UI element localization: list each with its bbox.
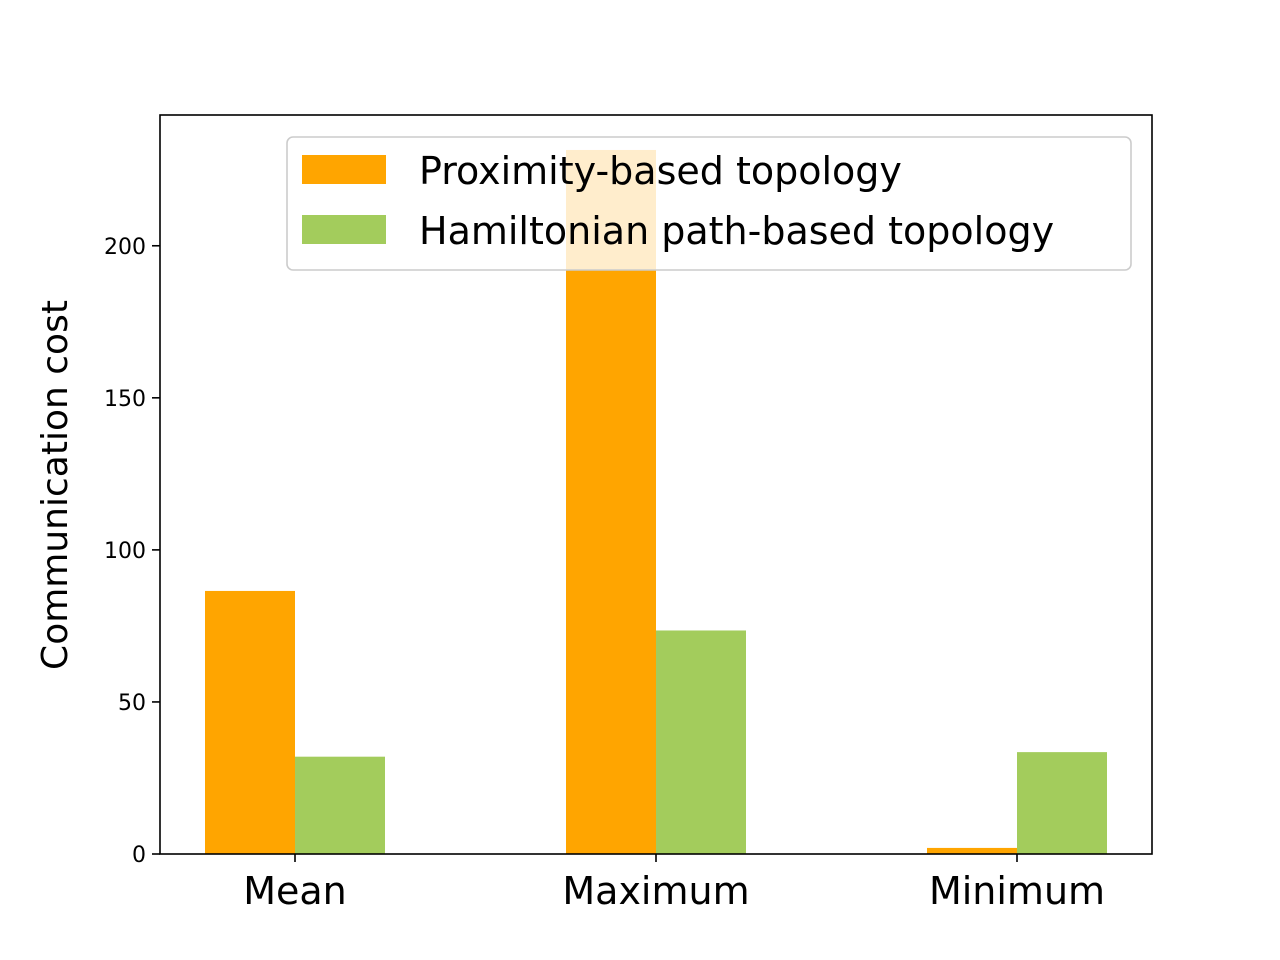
y-tick-label: 150 xyxy=(104,387,146,412)
x-tick-label-minimum: Minimum xyxy=(929,869,1105,913)
x-axis-ticks: Mean Maximum Minimum xyxy=(243,854,1105,913)
bar-hamiltonian-minimum xyxy=(1017,752,1107,854)
x-tick-label-mean: Mean xyxy=(243,869,347,913)
legend-label-proximity: Proximity-based topology xyxy=(419,149,902,193)
y-tick-label: 50 xyxy=(118,691,146,716)
x-tick-label-maximum: Maximum xyxy=(562,869,749,913)
legend: Proximity-based topology Hamiltonian pat… xyxy=(286,136,1132,271)
bar-hamiltonian-maximum xyxy=(656,630,746,854)
legend-frame xyxy=(286,136,1132,271)
legend-swatch-hamiltonian xyxy=(302,215,386,244)
bar-proximity-minimum xyxy=(927,847,1017,854)
y-tick-label: 0 xyxy=(132,843,146,868)
legend-label-hamiltonian: Hamiltonian path-based topology xyxy=(419,209,1054,253)
y-axis-title: Communication cost xyxy=(35,300,76,670)
y-axis-ticks: 0 50 100 150 200 xyxy=(104,235,160,868)
y-tick-label: 200 xyxy=(104,235,146,260)
bar-proximity-mean xyxy=(205,590,295,854)
y-tick-label: 100 xyxy=(104,539,146,564)
legend-swatch-proximity xyxy=(302,155,386,184)
bar-hamiltonian-mean xyxy=(295,756,385,854)
